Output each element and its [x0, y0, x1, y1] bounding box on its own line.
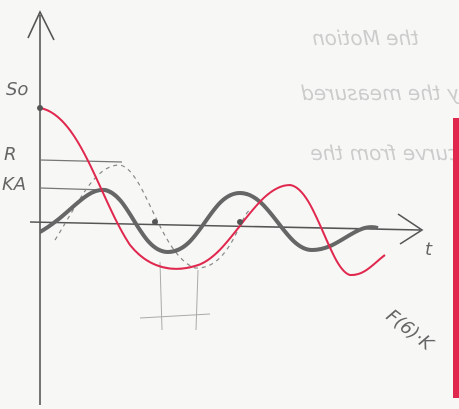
paper [0, 0, 459, 409]
s0-label: So [6, 79, 28, 100]
point [237, 219, 243, 225]
point [152, 219, 158, 225]
point [37, 105, 43, 111]
r-label: R [4, 144, 17, 165]
ka-label: KA [2, 174, 26, 195]
page: the Motion y the measured curve from the… [0, 0, 459, 409]
t-label: t [425, 239, 433, 260]
ghost-text: the Motion [312, 26, 419, 50]
sketch: the Motion y the measured curve from the… [0, 0, 459, 409]
ghost-text: curve from the [310, 141, 459, 165]
ghost-text: y the measured [301, 81, 459, 105]
edge-mark [453, 118, 459, 398]
